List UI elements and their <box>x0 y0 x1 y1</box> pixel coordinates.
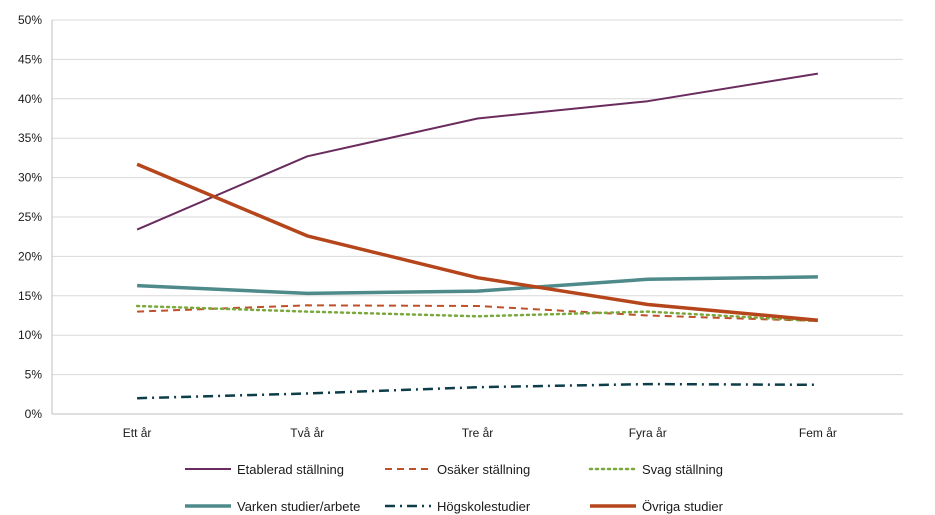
series-line-2 <box>135 304 820 323</box>
x-tick-label: Fyra år <box>629 426 667 440</box>
y-tick-label: 15% <box>18 289 42 303</box>
legend: Etablerad ställning Osäker ställning Svag … <box>185 462 724 514</box>
x-tick-label: Ett år <box>123 426 152 440</box>
legend-label: Övriga studier <box>642 499 724 514</box>
y-tick-label: 0% <box>25 407 43 421</box>
y-tick-label: 30% <box>18 171 42 185</box>
series-line-4 <box>137 382 818 400</box>
y-tick-label: 50% <box>18 13 42 27</box>
y-axis: 0% 5% 10% 15% 20% 25% 30% 35% 40% 45% 50% <box>18 13 42 421</box>
series-lines <box>135 72 820 400</box>
y-tick-label: 20% <box>18 249 42 263</box>
series-line-1 <box>137 304 818 322</box>
y-tick-label: 45% <box>18 52 42 66</box>
legend-label: Svag ställning <box>642 462 723 477</box>
y-tick-label: 35% <box>18 131 42 145</box>
y-tick-label: 5% <box>25 368 43 382</box>
x-tick-label: Fem år <box>799 426 837 440</box>
legend-label: Etablerad ställning <box>237 462 344 477</box>
legend-label: Osäker ställning <box>437 462 530 477</box>
legend-label: Varken studier/arbete <box>237 499 360 514</box>
x-tick-label: Två år <box>290 426 324 440</box>
gridlines <box>51 19 903 415</box>
x-tick-label: Tre år <box>462 426 494 440</box>
y-tick-label: 10% <box>18 328 42 342</box>
series-line-3 <box>137 275 818 296</box>
x-axis: Ett år Två år Tre år Fyra år Fem år <box>123 426 837 440</box>
y-tick-label: 40% <box>18 92 42 106</box>
legend-label: Högskolestudier <box>437 499 531 514</box>
series-line-5 <box>136 162 819 322</box>
y-tick-label: 25% <box>18 210 42 224</box>
